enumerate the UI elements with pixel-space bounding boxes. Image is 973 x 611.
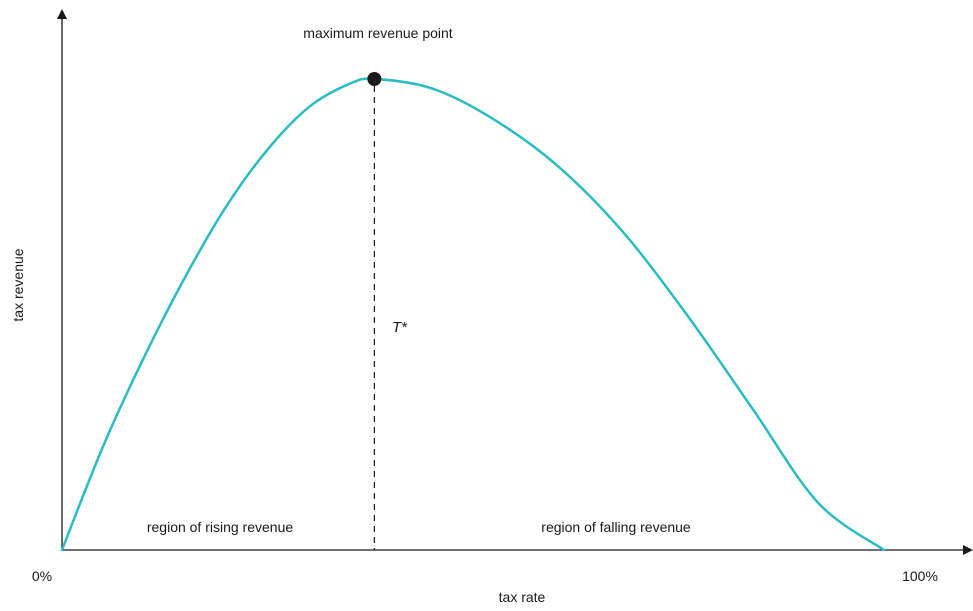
- y-axis-label: tax revenue: [10, 248, 26, 321]
- falling-region-label: region of falling revenue: [541, 519, 691, 535]
- max-point-label: maximum revenue point: [303, 25, 453, 41]
- rising-region-label: region of rising revenue: [147, 519, 294, 535]
- max-revenue-marker: [367, 72, 382, 86]
- t-star-label: T*: [392, 319, 408, 336]
- revenue-curve: [60, 77, 886, 552]
- x-tick-label-0: 0%: [32, 568, 52, 584]
- x-tick-label-100: 100%: [902, 568, 938, 584]
- x-axis-label: tax rate: [499, 589, 546, 605]
